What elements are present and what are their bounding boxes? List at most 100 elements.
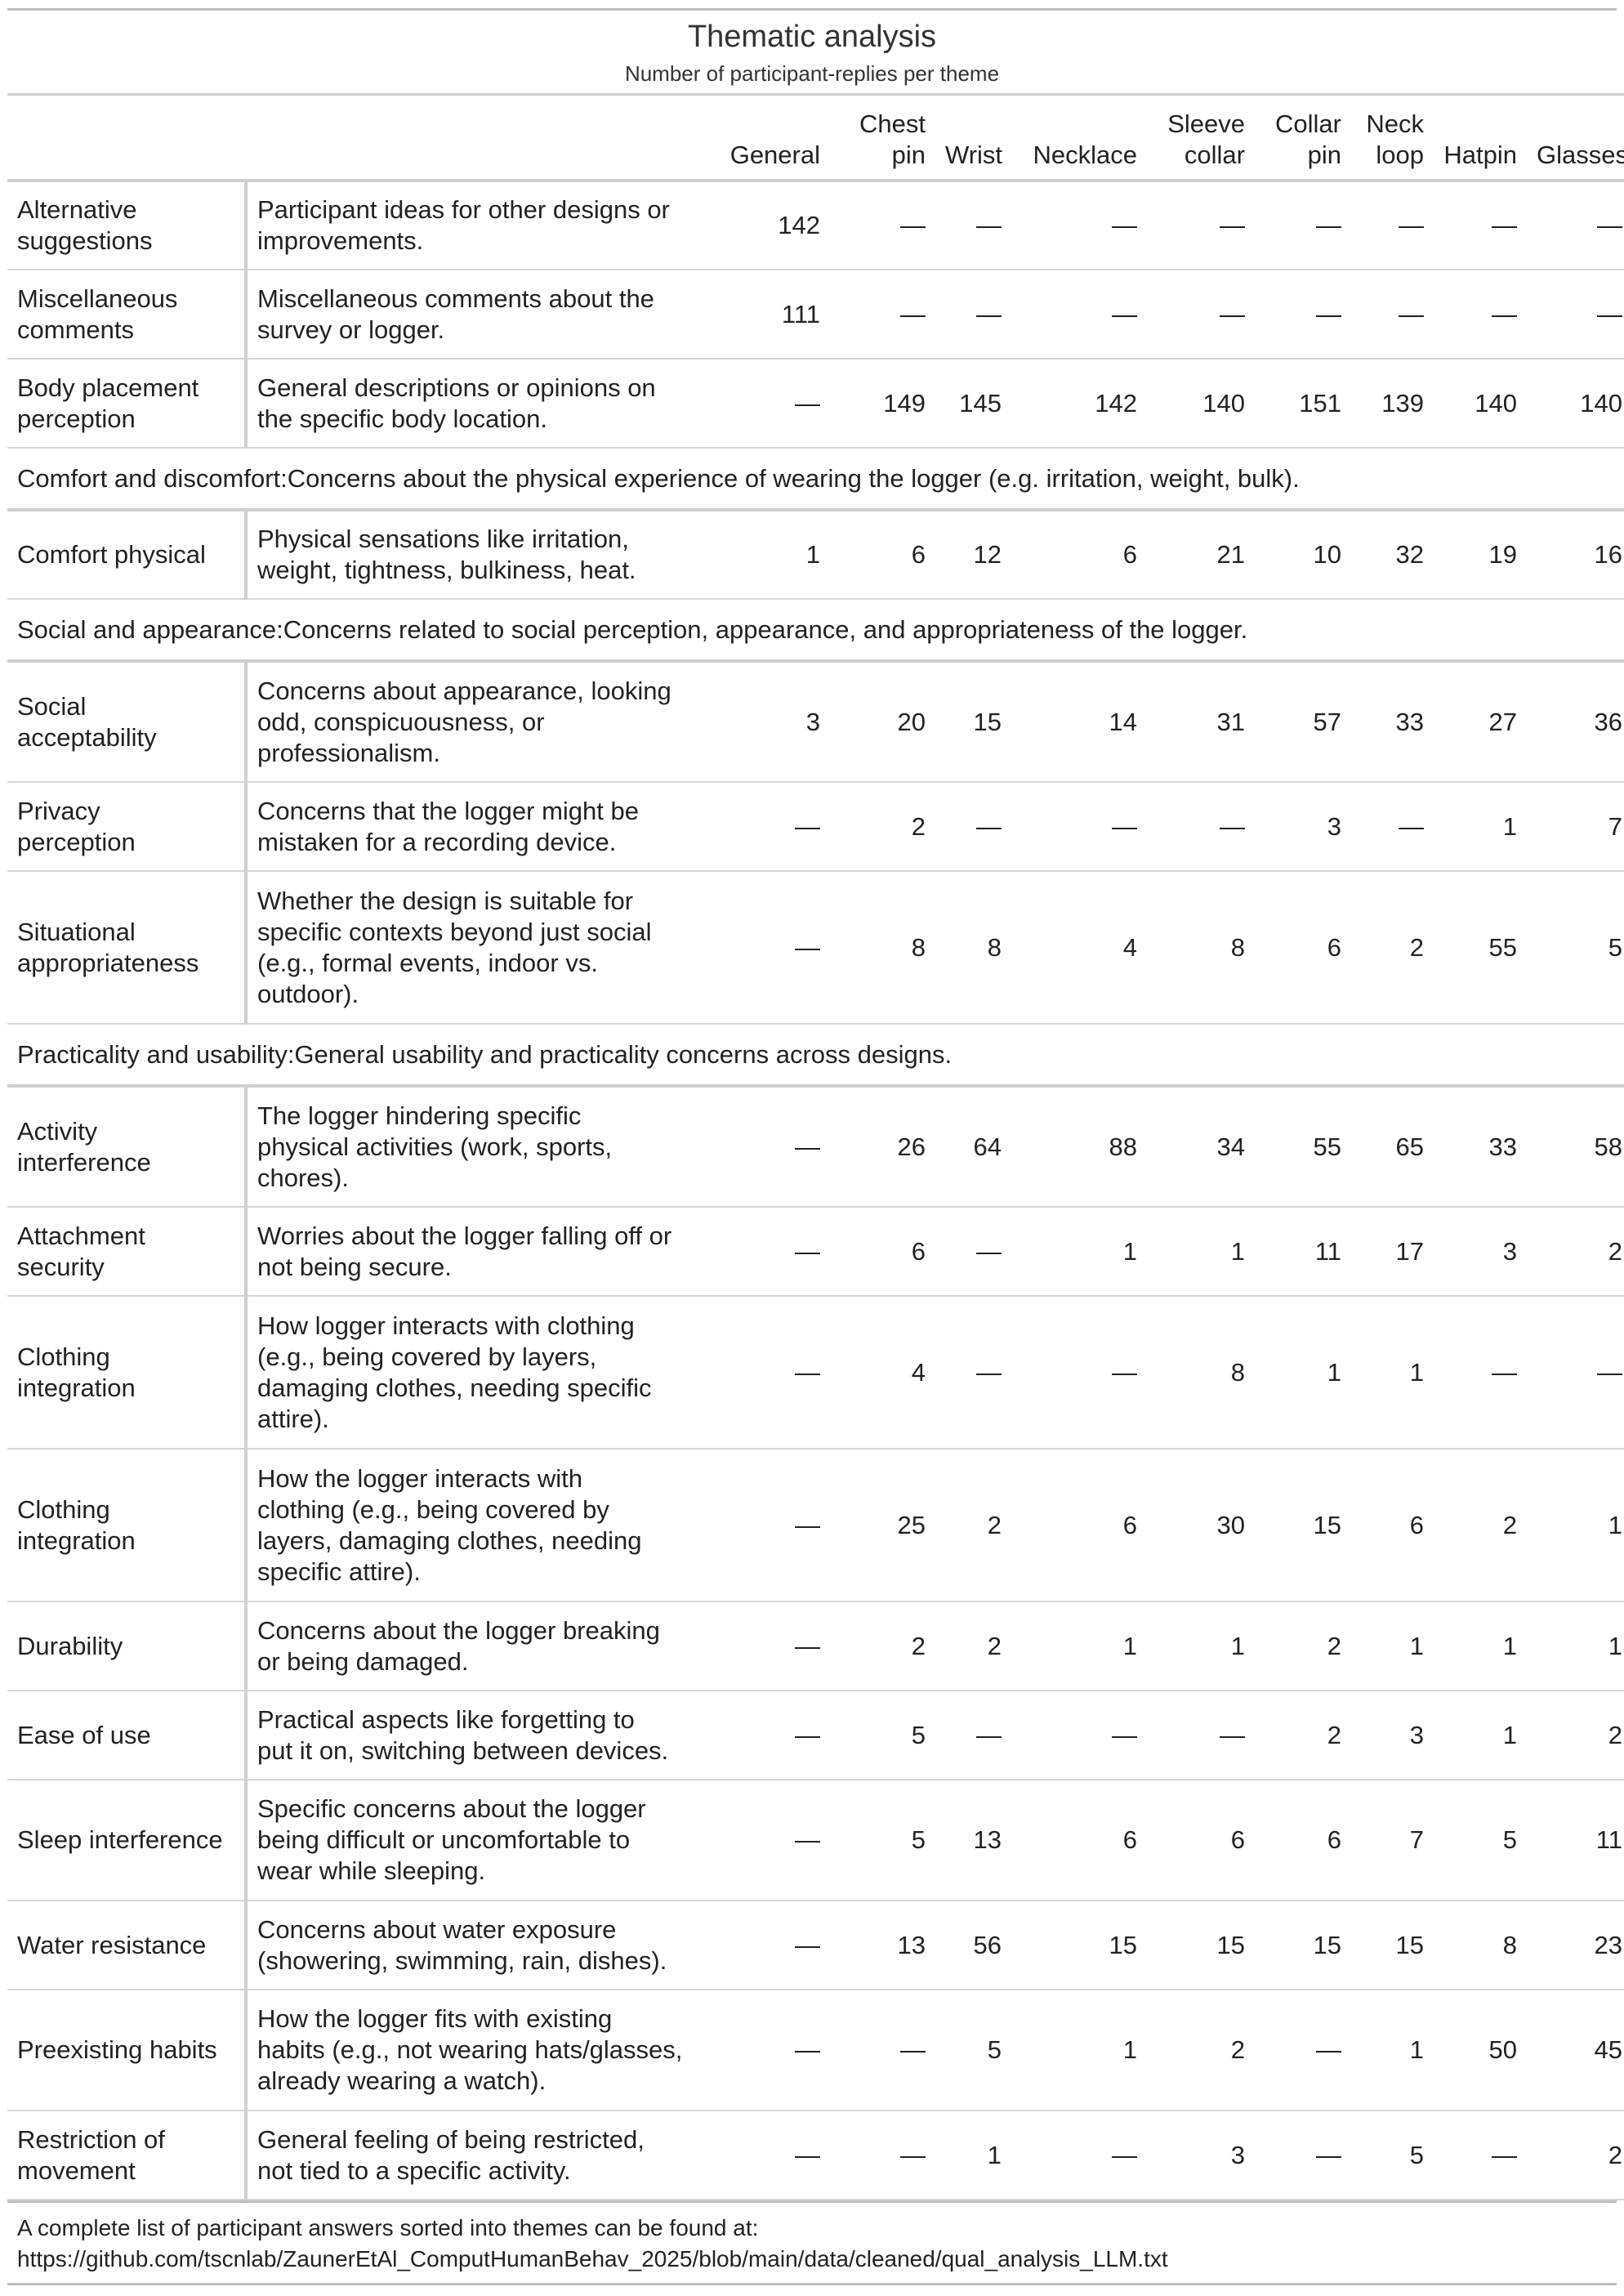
description-line: or being damaged.: [257, 1646, 469, 1676]
value-cell: 2: [1527, 2111, 1624, 2200]
value-cell: —: [1255, 181, 1351, 270]
theme-line: movement: [17, 2155, 136, 2185]
table-body: Alternative suggestions Participant ideas …: [7, 181, 1624, 2200]
value-cell: 142: [708, 181, 830, 270]
value-cell: 2: [830, 1601, 935, 1691]
value-cell: —: [935, 1207, 1011, 1297]
table-row: Sleep interference Specific concerns abou…: [7, 1780, 1624, 1901]
value-cell: —: [1255, 2111, 1351, 2200]
description-line: General feeling of being restricted,: [257, 2124, 645, 2154]
value-cell: 11: [1255, 1207, 1351, 1297]
value-cell: —: [708, 1901, 830, 1990]
value-cell: 2: [1527, 1691, 1624, 1780]
description-line: General descriptions or opinions on: [257, 373, 656, 402]
theme-line: perception: [17, 404, 136, 433]
theme-cell: Restriction of movement: [7, 2111, 246, 2200]
value-cell: 2: [1255, 1601, 1351, 1691]
value-cell: 5: [1351, 2111, 1434, 2200]
value-cell: —: [1527, 270, 1624, 360]
value-cell: 15: [1255, 1901, 1351, 1990]
value-cell: 4: [830, 1296, 935, 1450]
description-cell: General feeling of being restricted, not …: [244, 2111, 708, 2200]
table-subtitle: Number of participant-replies per theme: [624, 61, 1000, 86]
value-cell: 56: [935, 1901, 1011, 1990]
column-header-line: Collar: [1275, 109, 1341, 138]
value-cell: —: [1011, 270, 1147, 360]
description-line: the specific body location.: [257, 404, 547, 433]
value-cell: 1: [1434, 782, 1527, 872]
value-cell: 30: [1147, 1449, 1255, 1602]
value-cell: 3: [1255, 782, 1351, 872]
value-cell: 2: [1434, 1449, 1527, 1602]
description-line: outdoor).: [257, 979, 359, 1008]
description-line: Participant ideas for other designs or: [257, 195, 670, 224]
value-cell: 1: [708, 510, 830, 600]
value-cell: 139: [1351, 359, 1434, 449]
value-cell: 6: [1351, 1449, 1434, 1602]
value-cell: —: [935, 1296, 1011, 1450]
value-cell: 6: [1255, 1780, 1351, 1901]
value-cell: 11: [1527, 1780, 1624, 1901]
description-cell: Miscellaneous comments about the survey o…: [244, 270, 708, 360]
description-line: professionalism.: [257, 738, 440, 767]
theme-cell: Water resistance: [7, 1901, 246, 1990]
footnote-text: A complete list of participant answers s…: [17, 2215, 759, 2240]
description-cell: Practical aspects like forgetting to put …: [244, 1691, 708, 1780]
column-header-line: Chest: [859, 109, 926, 138]
value-cell: —: [830, 270, 935, 360]
value-cell: —: [708, 1449, 830, 1602]
value-cell: 4: [1011, 871, 1147, 1025]
column-header: Necklace: [1011, 93, 1147, 182]
column-header-line: Neck: [1366, 109, 1424, 138]
value-cell: 151: [1255, 359, 1351, 449]
value-cell: —: [708, 1207, 830, 1297]
value-cell: 8: [1434, 1901, 1527, 1990]
group-label: Comfort and discomfort:Concerns about th…: [7, 448, 1624, 511]
value-cell: 21: [1147, 510, 1255, 600]
theme-line: Body placement: [17, 373, 199, 402]
value-cell: 32: [1351, 510, 1434, 600]
table-row: Attachment security Worries about the logg…: [7, 1207, 1624, 1297]
footnote-url: https://github.com/tscnlab/ZaunerEtAl_Co…: [17, 2246, 1168, 2271]
theme-line: Alternative: [17, 195, 137, 224]
value-cell: 2: [1527, 1207, 1624, 1297]
table-row: Clothing integration How the logger intera…: [7, 1449, 1624, 1602]
value-cell: 142: [1011, 359, 1147, 449]
table-row: Alternative suggestions Participant ideas …: [7, 181, 1624, 270]
description-line: Physical sensations like irritation,: [257, 525, 629, 553]
value-cell: 31: [1147, 661, 1255, 783]
value-cell: —: [708, 1780, 830, 1901]
value-cell: —: [1255, 270, 1351, 360]
value-cell: 2: [1147, 1990, 1255, 2111]
column-header-line: Necklace: [1033, 141, 1138, 169]
description-line: Concerns about appearance, looking: [257, 676, 671, 705]
table-row: Activity interference The logger hindering…: [7, 1086, 1624, 1208]
value-cell: 5: [1434, 1780, 1527, 1901]
value-cell: 45: [1527, 1990, 1624, 2111]
value-cell: —: [708, 359, 830, 449]
value-cell: 20: [830, 661, 935, 783]
value-cell: 3: [1351, 1691, 1434, 1780]
description-line: damaging clothes, needing specific: [257, 1373, 652, 1402]
description-cell: Concerns about the logger breaking or bei…: [244, 1601, 708, 1691]
value-cell: —: [708, 1086, 830, 1208]
column-header: Wrist: [935, 93, 1011, 182]
theme-line: Ease of use: [17, 1720, 151, 1749]
value-cell: 140: [1147, 359, 1255, 449]
table-row: Miscellaneous comments Miscellaneous comme…: [7, 270, 1624, 360]
thematic-table: General Chest pin Wrist Necklace Sleeve collar…: [7, 93, 1624, 2200]
column-header-line: loop: [1376, 141, 1424, 169]
value-cell: 8: [830, 871, 935, 1025]
description-cell: Participant ideas for other designs or im…: [244, 181, 708, 270]
value-cell: —: [935, 782, 1011, 872]
table-row: Social acceptability Concerns about appear…: [7, 661, 1624, 783]
value-cell: 6: [830, 1207, 935, 1297]
value-cell: —: [1011, 1691, 1147, 1780]
theme-line: interference: [17, 1147, 151, 1177]
theme-line: Activity: [17, 1116, 98, 1146]
description-line: wear while sleeping.: [257, 1856, 486, 1885]
value-cell: 13: [935, 1780, 1011, 1901]
description-line: being difficult or uncomfortable to: [257, 1825, 631, 1854]
value-cell: 1: [1351, 1990, 1434, 2111]
value-cell: —: [708, 1990, 830, 2111]
